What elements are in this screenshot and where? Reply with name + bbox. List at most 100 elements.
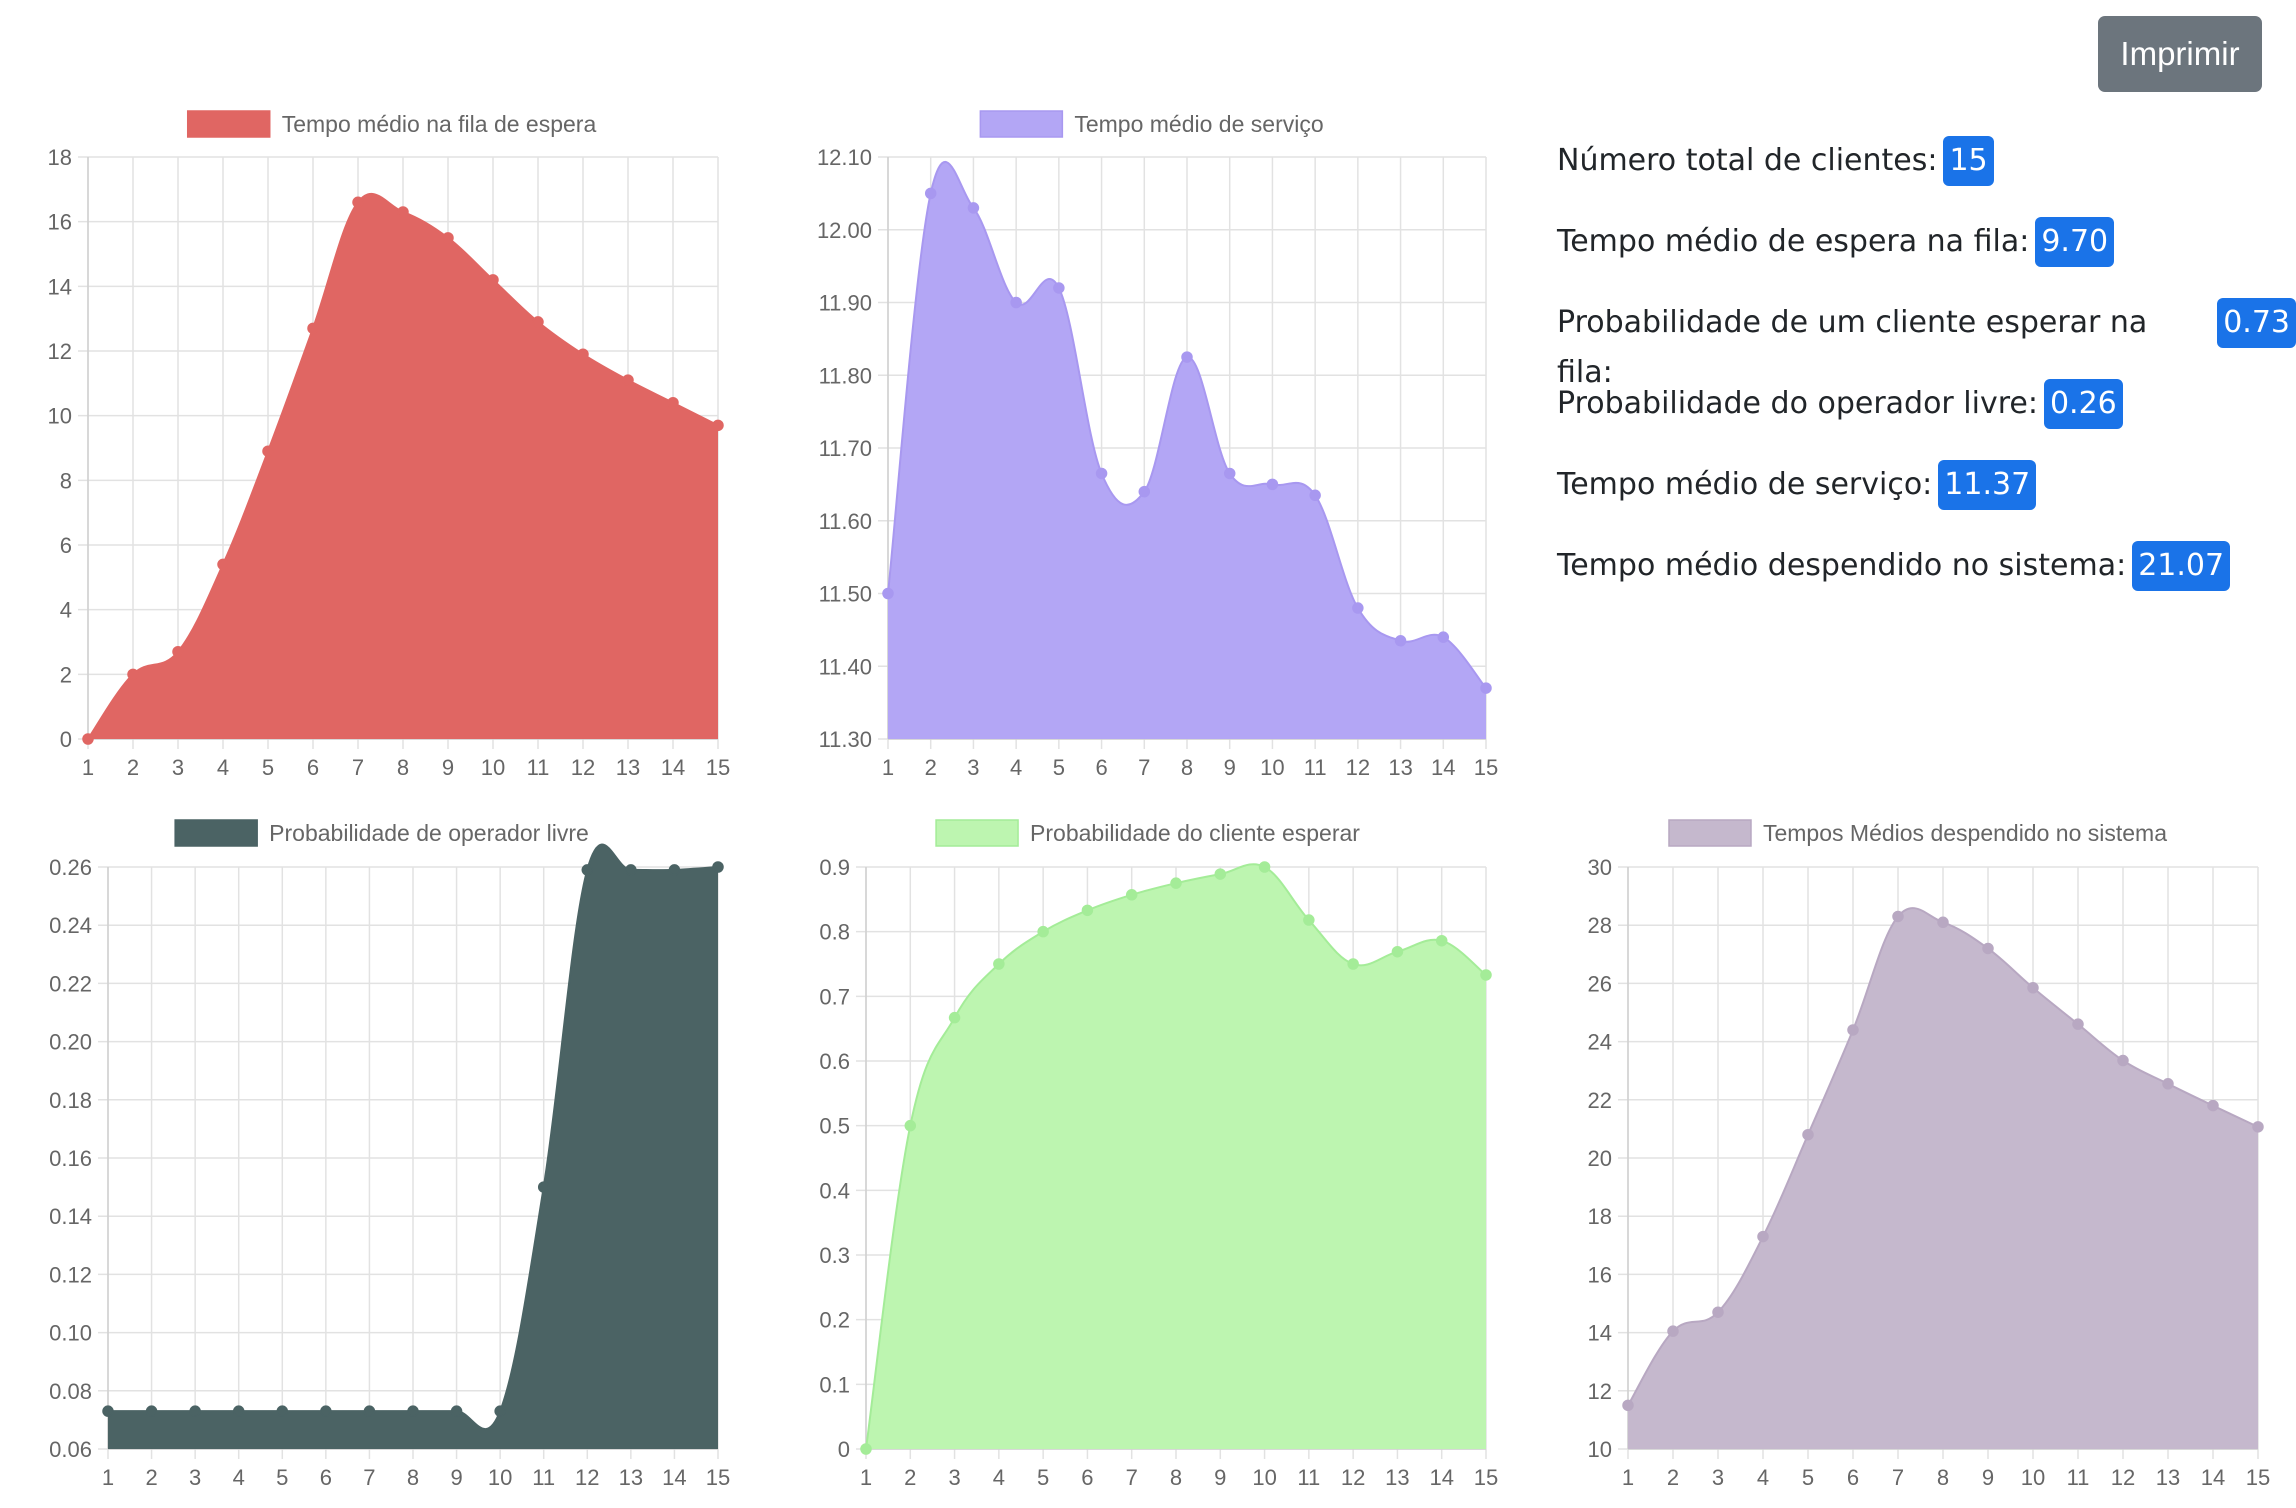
x-tick-label: 12 bbox=[575, 1465, 599, 1490]
stat-badge: 11.37 bbox=[1938, 460, 2037, 510]
x-tick-label: 10 bbox=[488, 1465, 512, 1490]
data-point bbox=[924, 187, 937, 200]
x-tick-label: 11 bbox=[527, 755, 550, 780]
y-tick-label: 0.06 bbox=[49, 1437, 92, 1462]
x-tick-label: 3 bbox=[172, 755, 184, 780]
x-tick-label: 1 bbox=[82, 755, 94, 780]
data-point bbox=[577, 348, 589, 360]
data-point bbox=[1892, 910, 1904, 923]
data-point bbox=[102, 1405, 114, 1417]
data-point bbox=[494, 1405, 506, 1417]
y-tick-label: 16 bbox=[1588, 1262, 1612, 1287]
x-tick-label: 8 bbox=[1181, 755, 1193, 780]
data-point bbox=[1847, 1024, 1859, 1036]
data-point bbox=[668, 864, 681, 876]
y-tick-label: 0.6 bbox=[819, 1049, 850, 1074]
stat-label: Tempo médio de serviço: bbox=[1557, 467, 1933, 502]
data-point bbox=[860, 1443, 872, 1455]
data-point bbox=[2207, 1099, 2219, 1112]
legend-swatch bbox=[174, 819, 258, 847]
x-tick-label: 9 bbox=[1214, 1465, 1226, 1490]
x-tick-label: 8 bbox=[407, 1465, 419, 1490]
y-tick-label: 14 bbox=[1588, 1321, 1612, 1346]
series-area bbox=[888, 161, 1486, 739]
data-point bbox=[1937, 916, 1949, 929]
x-tick-label: 14 bbox=[1431, 755, 1455, 780]
y-tick-label: 11.60 bbox=[819, 509, 872, 534]
x-tick-label: 15 bbox=[706, 1465, 730, 1490]
series-area bbox=[88, 193, 718, 739]
data-point bbox=[581, 864, 594, 876]
data-point bbox=[1394, 635, 1407, 647]
x-tick-label: 2 bbox=[145, 1465, 157, 1490]
x-tick-label: 11 bbox=[1297, 1465, 1320, 1490]
x-tick-label: 13 bbox=[616, 755, 640, 780]
data-point bbox=[276, 1405, 289, 1417]
stat-badge: 9.70 bbox=[2035, 217, 2115, 267]
data-point bbox=[2162, 1078, 2174, 1090]
series-area bbox=[1628, 908, 2258, 1449]
data-point bbox=[2072, 1018, 2084, 1030]
data-point bbox=[1053, 282, 1065, 294]
data-point bbox=[1214, 868, 1227, 880]
x-tick-label: 6 bbox=[1095, 755, 1107, 780]
y-tick-label: 12.10 bbox=[817, 145, 872, 170]
x-tick-label: 11 bbox=[532, 1465, 555, 1490]
y-tick-label: 0.10 bbox=[49, 1321, 92, 1346]
x-tick-label: 7 bbox=[363, 1465, 375, 1490]
data-point bbox=[712, 419, 724, 432]
stat-avg-queue-wait: Tempo médio de espera na fila: 9.70 bbox=[1557, 217, 2296, 298]
x-tick-label: 3 bbox=[948, 1465, 960, 1490]
data-point bbox=[1667, 1325, 1679, 1337]
legend-swatch bbox=[186, 110, 271, 138]
y-tick-label: 0.1 bbox=[819, 1372, 850, 1397]
x-tick-label: 12 bbox=[571, 755, 595, 780]
series-line bbox=[865, 863, 1487, 1450]
x-tick-label: 3 bbox=[967, 755, 979, 780]
x-tick-label: 6 bbox=[320, 1465, 332, 1490]
y-tick-label: 0.9 bbox=[819, 855, 850, 880]
y-tick-label: 14 bbox=[48, 274, 72, 299]
y-tick-label: 16 bbox=[48, 210, 72, 235]
chart-2: 11.30 11.40 11.50 11.60 11.70 11.80 11.90 12.00… bbox=[817, 110, 1498, 780]
x-tick-label: 2 bbox=[904, 1465, 916, 1490]
x-tick-label: 7 bbox=[1126, 1465, 1138, 1490]
y-tick-label: 4 bbox=[60, 598, 72, 623]
series-area bbox=[108, 844, 718, 1449]
stat-label: Probabilidade do operador livre: bbox=[1557, 386, 2038, 421]
x-tick-label: 1 bbox=[1622, 1465, 1634, 1490]
y-tick-label: 0.24 bbox=[49, 913, 92, 938]
data-point bbox=[2027, 982, 2039, 994]
legend-label: Tempos Médios despendido no sistema bbox=[1763, 820, 2167, 846]
data-point bbox=[1138, 485, 1151, 498]
legend-label: Tempo médio na fila de espera bbox=[282, 111, 597, 137]
x-tick-label: 4 bbox=[1757, 1465, 1769, 1490]
y-tick-label: 0.22 bbox=[49, 971, 92, 996]
data-point bbox=[189, 1405, 201, 1417]
x-tick-label: 10 bbox=[1260, 755, 1284, 780]
y-tick-label: 18 bbox=[1588, 1204, 1612, 1229]
print-button[interactable]: Imprimir bbox=[2098, 16, 2262, 92]
stat-label: Número total de clientes: bbox=[1557, 143, 1938, 178]
data-point bbox=[1258, 861, 1271, 873]
legend-swatch bbox=[1668, 819, 1752, 847]
x-tick-label: 4 bbox=[993, 1465, 1005, 1490]
x-tick-label: 5 bbox=[262, 755, 274, 780]
x-tick-label: 8 bbox=[397, 755, 409, 780]
y-tick-label: 11.70 bbox=[819, 436, 872, 461]
y-tick-label: 0.7 bbox=[819, 984, 850, 1009]
stat-avg-system-time: Tempo médio despendido no sistema: 21.07 bbox=[1557, 541, 2296, 622]
data-point bbox=[1391, 945, 1404, 958]
x-tick-label: 4 bbox=[233, 1465, 245, 1490]
data-point bbox=[1435, 934, 1448, 947]
x-tick-label: 5 bbox=[1053, 755, 1065, 780]
data-point bbox=[948, 1011, 961, 1024]
data-point bbox=[532, 316, 544, 328]
y-tick-label: 0.8 bbox=[819, 920, 850, 945]
x-tick-label: 14 bbox=[2201, 1465, 2225, 1490]
x-tick-label: 5 bbox=[276, 1465, 288, 1490]
data-point bbox=[487, 274, 499, 286]
y-tick-label: 12.00 bbox=[817, 218, 872, 243]
